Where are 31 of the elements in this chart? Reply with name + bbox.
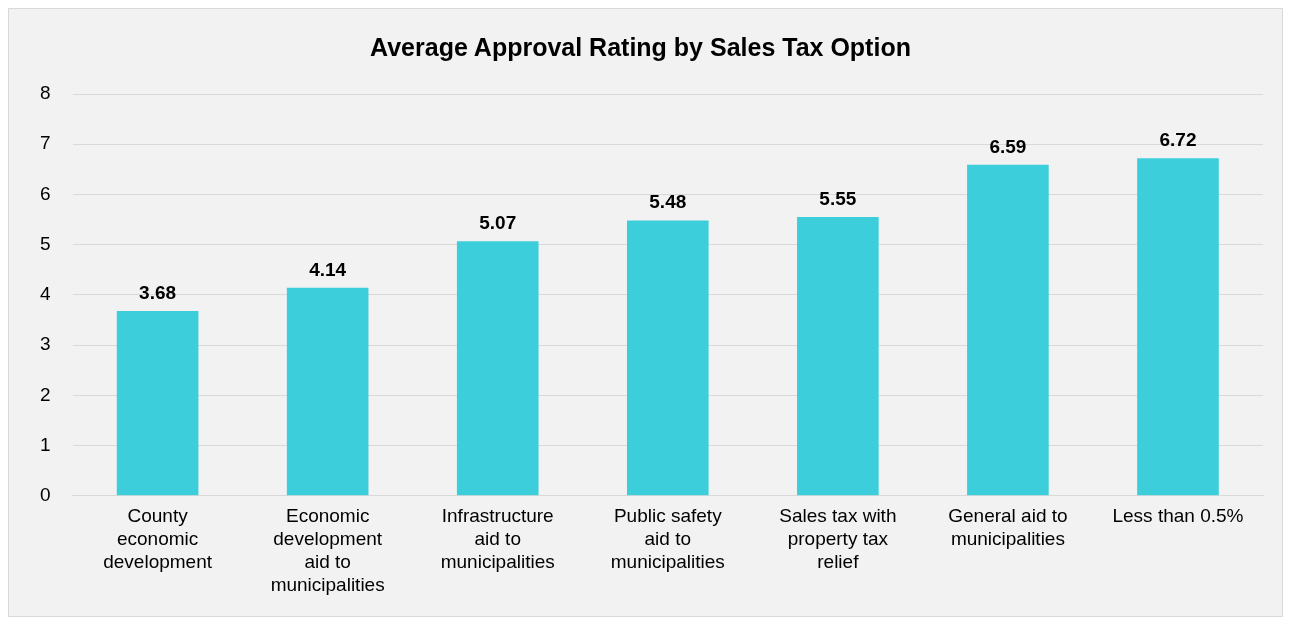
data-label: 5.48 <box>649 191 687 213</box>
data-label: 6.59 <box>989 135 1027 157</box>
x-tick-label: Less than 0.5% <box>1112 505 1244 527</box>
y-tick-label: 6 <box>39 182 51 204</box>
y-tick-label: 3 <box>39 333 51 355</box>
x-tick-label: Sales tax with property tax relief <box>779 505 897 573</box>
bar <box>456 241 539 496</box>
bar <box>1137 158 1219 496</box>
x-tick-label: Public safety aid to municipalities <box>610 505 725 573</box>
bar <box>967 164 1049 496</box>
y-tick-label: 1 <box>39 433 51 455</box>
x-tick-label: General aid to municipalities <box>948 505 1068 550</box>
bar <box>116 310 199 496</box>
y-tick-label: 2 <box>39 383 51 405</box>
data-label: 5.07 <box>479 211 517 233</box>
y-tick-label: 5 <box>39 232 51 254</box>
data-label: 4.14 <box>309 258 347 280</box>
bar <box>626 220 709 496</box>
bar <box>286 287 369 496</box>
y-tick-label: 8 <box>39 82 51 104</box>
chart-title: Average Approval Rating by Sales Tax Option <box>370 32 911 61</box>
y-tick-label: 0 <box>39 484 51 506</box>
x-tick-label: County economic development <box>103 505 213 573</box>
data-label: 6.72 <box>1159 129 1197 151</box>
data-label: 5.55 <box>819 187 857 209</box>
y-tick-label: 7 <box>39 132 51 154</box>
bar <box>797 217 879 496</box>
data-label: 3.68 <box>139 281 177 303</box>
x-tick-label: Economic development aid to municipalities <box>270 505 385 595</box>
y-tick-label: 4 <box>39 283 51 305</box>
x-tick-label: Infrastructure aid to municipalities <box>440 505 555 573</box>
